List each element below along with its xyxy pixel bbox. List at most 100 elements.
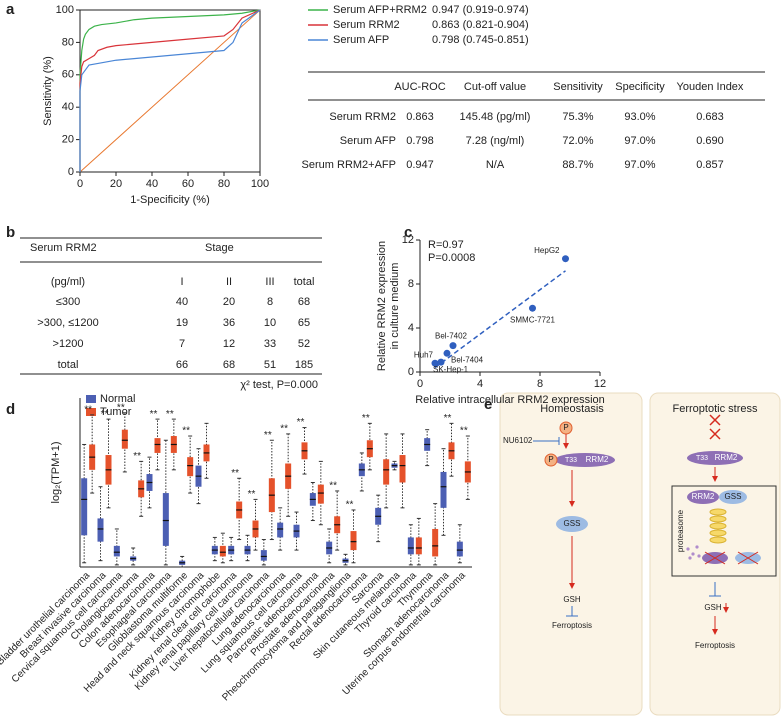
point-label: SMMC-7721 xyxy=(510,315,555,324)
point xyxy=(443,349,451,357)
table-cell: total xyxy=(58,359,79,371)
table-header: Cut-off value xyxy=(464,81,526,93)
legend-swatch xyxy=(86,395,96,403)
table-cell: 8 xyxy=(267,296,273,308)
table-cell: 19 xyxy=(176,317,188,329)
point-label: Huh7 xyxy=(414,350,434,359)
significance: ** xyxy=(329,481,337,492)
legend-label: Serum RRM2 xyxy=(333,19,400,31)
table-cell: 7.28 (ng/ml) xyxy=(466,135,525,147)
table-cell: 12 xyxy=(223,338,235,350)
roc-curve xyxy=(79,9,261,172)
table-cell: 0.690 xyxy=(696,135,724,147)
annotation: P=0.0008 xyxy=(428,252,475,264)
table-cell: 145.48 (pg/ml) xyxy=(460,111,531,123)
table-header: II xyxy=(226,276,232,288)
roc-curve xyxy=(79,9,261,172)
significance: ** xyxy=(182,426,190,437)
table-cell: 185 xyxy=(295,359,313,371)
table-title: Serum RRM2 xyxy=(30,242,97,254)
y-tick-label: 0 xyxy=(68,166,74,178)
x-tick-label: 100 xyxy=(251,178,269,190)
box xyxy=(187,457,194,477)
box xyxy=(399,455,406,483)
table-note: χ² test, P=0.000 xyxy=(240,379,318,391)
box xyxy=(440,471,447,508)
table-cell: 0.863 xyxy=(406,111,434,123)
legend-label: Normal xyxy=(100,393,135,405)
significance: ** xyxy=(133,451,141,462)
box xyxy=(154,438,161,453)
panel-label: d xyxy=(6,401,15,418)
annotation: R=0.97 xyxy=(428,239,464,251)
significance: ** xyxy=(280,424,288,435)
x-tick-label: 12 xyxy=(594,378,606,390)
x-tick-label: 80 xyxy=(218,178,230,190)
y-tick-label: 100 xyxy=(56,4,74,16)
significance: ** xyxy=(166,409,174,420)
box xyxy=(407,537,414,555)
product-label: GSH xyxy=(704,603,722,612)
table-cell: 40 xyxy=(176,296,188,308)
diagram-ferroptotic-stress: Ferroptotic stress T33 RRM2 proteasome R… xyxy=(649,392,781,716)
box xyxy=(219,545,226,557)
proteasome-box xyxy=(671,485,777,577)
table-cell: 88.7% xyxy=(562,159,593,171)
table-header: Specificity xyxy=(615,81,665,93)
legend-label: Tumor xyxy=(100,406,132,418)
outcome-label: Ferroptosis xyxy=(695,641,735,650)
y-axis-title: in culture medium xyxy=(389,263,401,350)
degradation-cross xyxy=(704,551,759,565)
protein-label: RRM2 xyxy=(586,455,609,464)
box xyxy=(81,478,88,536)
table-cell: Serum RRM2 xyxy=(329,111,396,123)
y-tick-label: 8 xyxy=(408,278,414,290)
table-cell: >1200 xyxy=(53,338,84,350)
box xyxy=(383,459,390,485)
inhibitor-label: NU6102 xyxy=(503,436,533,445)
diagram-homeostasis: Homeostasis P NU6102 P T33 RRM2 GSS GSH … xyxy=(499,392,643,716)
table-header: (pg/ml) xyxy=(51,276,85,288)
point xyxy=(529,304,536,312)
table-cell: N/A xyxy=(486,159,505,171)
significance: ** xyxy=(297,417,305,428)
legend-auc: 0.947 (0.919-0.974) xyxy=(432,4,529,16)
x-tick-label: 60 xyxy=(182,178,194,190)
legend-auc: 0.863 (0.821-0.904) xyxy=(432,19,529,31)
table-header: total xyxy=(294,276,315,288)
significance: ** xyxy=(264,430,272,441)
panel-label: e xyxy=(484,396,492,413)
table-cell: 7 xyxy=(179,338,185,350)
table-cell: >300, ≤1200 xyxy=(37,317,98,329)
box xyxy=(317,484,324,504)
legend-swatch xyxy=(86,408,96,416)
x-tick-label: 0 xyxy=(77,178,83,190)
panel-label: c xyxy=(404,224,412,241)
table-cell: Serum AFP xyxy=(340,135,396,147)
table-header: Youden Index xyxy=(677,81,744,93)
box xyxy=(456,541,463,557)
box xyxy=(260,550,267,561)
box xyxy=(121,429,128,449)
reference-line xyxy=(79,9,261,173)
table-cell: 65 xyxy=(298,317,310,329)
x-axis-title: Relative intracellular RRM2 expression xyxy=(415,394,605,406)
blocked-mark xyxy=(709,414,721,440)
significance: ** xyxy=(231,468,239,479)
diagram-title: Homeostasis xyxy=(540,403,604,415)
panel-label: b xyxy=(6,224,15,241)
site-label: T33 xyxy=(696,455,708,462)
significance: ** xyxy=(150,409,158,420)
table-cell: 36 xyxy=(223,317,235,329)
y-tick-label: 40 xyxy=(62,101,74,113)
table-cell: 33 xyxy=(264,338,276,350)
table-cell: Serum RRM2+AFP xyxy=(302,159,396,171)
legend-label: Serum AFP xyxy=(333,34,389,46)
point xyxy=(449,342,457,350)
x-tick-label: 40 xyxy=(146,178,158,190)
y-axis-title: Sensitivity (%) xyxy=(42,56,54,126)
box xyxy=(432,528,439,557)
table-cell: 0.947 xyxy=(406,159,434,171)
x-tick-label: 20 xyxy=(110,178,122,190)
rrm2-protein xyxy=(687,451,743,465)
